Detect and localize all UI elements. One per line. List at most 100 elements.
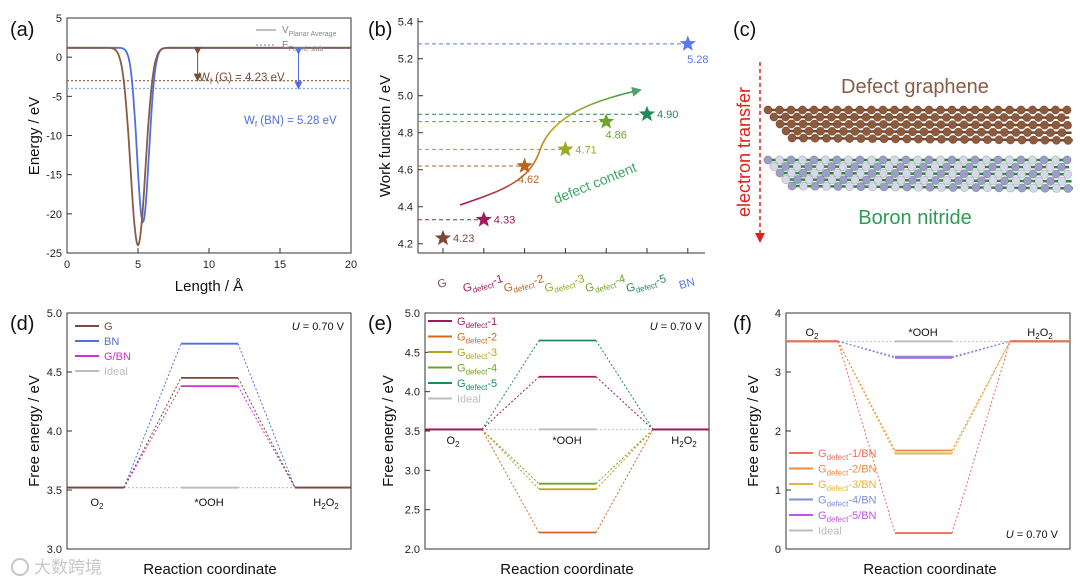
panel-c-atom — [890, 169, 900, 179]
panel-f-legend-label: Gdefect-1/BN — [818, 448, 877, 462]
panel-e-connector — [481, 429, 540, 490]
panel-e-ytick-label: 4.0 — [405, 387, 420, 399]
panel-a-legend-vplanar: VPlanar Average — [282, 25, 337, 38]
panel-c-atom — [878, 155, 888, 165]
panel-a-xtick-label: 20 — [345, 259, 357, 271]
panel-c-atom — [879, 182, 889, 192]
panel-c-atom — [843, 155, 853, 165]
panel-c-atom — [970, 105, 980, 115]
panel-f-ytick-label: 1 — [775, 485, 781, 497]
panel-f-ytick-label: 3 — [775, 367, 781, 379]
panel-d-legend-label: G — [104, 321, 113, 333]
panel-d-axis-ticks: 3.0 3.5 4.0 4.5 5.0 — [47, 308, 72, 556]
panel-c-atom — [1051, 155, 1061, 165]
panel-b-star-point — [638, 105, 656, 122]
panel-c-atom — [833, 181, 843, 191]
panel-c-atom — [947, 155, 957, 165]
panel-f-connector — [951, 340, 1011, 358]
panel-b-category-label: Gdefect-4 — [584, 273, 628, 297]
panel-c-atom — [855, 119, 865, 129]
panel-c-atom — [924, 155, 934, 165]
panel-c-atom — [902, 134, 912, 144]
panel-c-atom — [810, 181, 820, 191]
panel-c-atom — [895, 112, 905, 122]
panel-c-atom — [935, 105, 945, 115]
panel-c-atom — [867, 182, 877, 192]
panel-c-atom — [913, 120, 923, 130]
panel-c-atom — [838, 126, 848, 136]
panel-c-atom — [787, 181, 797, 191]
panel-c-atom — [809, 105, 819, 115]
panel-c-atom — [850, 126, 860, 136]
panel-c-atom — [878, 105, 888, 115]
panel-c-atom — [879, 134, 889, 144]
panel-e-state-h2o2: H2O2 — [671, 435, 697, 449]
panel-c-atom — [912, 155, 922, 165]
panel-c-atom — [930, 175, 940, 185]
panel-c-atom — [1005, 169, 1015, 179]
panel-d-ytick-label: 5.0 — [47, 308, 62, 320]
panel-b-data-points: 4.23 4.33 4.62 4.71 4.86 4.90 5.28 — [434, 35, 709, 245]
panel-c-atom — [970, 120, 980, 130]
panel-c-atom — [953, 176, 963, 186]
panel-a-potential-g-line — [67, 46, 351, 247]
panel-c-atom — [1028, 169, 1038, 179]
panel-c: (c) Defect graphene Boron nitride electr… — [733, 19, 1073, 243]
panel-c-atom — [988, 176, 998, 186]
panel-c-atom — [982, 135, 992, 145]
panel-c-atom — [896, 127, 906, 137]
panel-d-connector — [237, 343, 296, 488]
panel-c-atom — [976, 162, 986, 172]
panel-c-atom — [948, 134, 958, 144]
panel-c-atom — [884, 162, 894, 172]
panel-b-ytick-label: 4.2 — [398, 239, 413, 251]
panel-c-atom — [810, 133, 820, 143]
panel-c-atom — [924, 105, 934, 115]
panel-f-connector — [951, 341, 1011, 534]
panel-c-atom — [993, 169, 1003, 179]
panel-f-xlabel: Reaction coordinate — [863, 561, 996, 578]
panel-b-trend-curve — [459, 86, 642, 206]
panel-c-atom — [797, 155, 807, 165]
panel-c-atom — [809, 119, 819, 129]
panel-f-connector — [951, 341, 1011, 454]
panel-c-atom — [1011, 176, 1021, 186]
panel-c-atom — [786, 168, 796, 178]
panel-e-connector — [481, 376, 540, 430]
panel-c-atom — [867, 119, 877, 129]
panel-c-atom — [878, 119, 888, 129]
panel-c-atom — [844, 182, 854, 192]
panel-e-connector — [595, 340, 654, 430]
panel-c-atom — [889, 155, 899, 165]
panel-e-letter: (e) — [368, 313, 392, 335]
panel-c-atom — [872, 162, 882, 172]
panel-f-legend-label: Gdefect-3/BN — [818, 479, 877, 493]
panel-c-atom — [930, 162, 940, 172]
panel-c-atom — [1017, 135, 1027, 145]
panel-c-atom — [844, 134, 854, 144]
panel-c-atom — [1011, 127, 1021, 137]
panel-c-atom — [1046, 128, 1056, 138]
panel-c-atom — [884, 127, 894, 137]
panel-c-atom — [896, 175, 906, 185]
panel-c-atom — [803, 162, 813, 172]
panel-c-atom — [1010, 162, 1020, 172]
panel-c-atom — [884, 112, 894, 122]
panel-c-atom — [1040, 183, 1050, 193]
panel-c-atom — [1062, 155, 1072, 165]
panel-e-connector — [595, 429, 654, 490]
panel-f-legend-label: Gdefect-5/BN — [818, 510, 877, 524]
panel-c-atom — [982, 120, 992, 130]
panel-c-atom — [925, 182, 935, 192]
panel-c-atom — [947, 120, 957, 130]
panel-c-atom — [970, 169, 980, 179]
panel-c-atom — [1045, 113, 1055, 123]
panel-c-atom — [999, 113, 1009, 123]
panel-e-ytick-label: 2.0 — [405, 544, 420, 556]
panel-c-atom — [1034, 113, 1044, 123]
panel-e-state-o2: O2 — [446, 435, 460, 449]
panel-d-legend-label: BN — [104, 336, 119, 348]
panel-c-atom — [1057, 162, 1067, 172]
panel-b-ytick-label: 5.0 — [398, 91, 413, 103]
panel-c-atom — [780, 162, 790, 172]
